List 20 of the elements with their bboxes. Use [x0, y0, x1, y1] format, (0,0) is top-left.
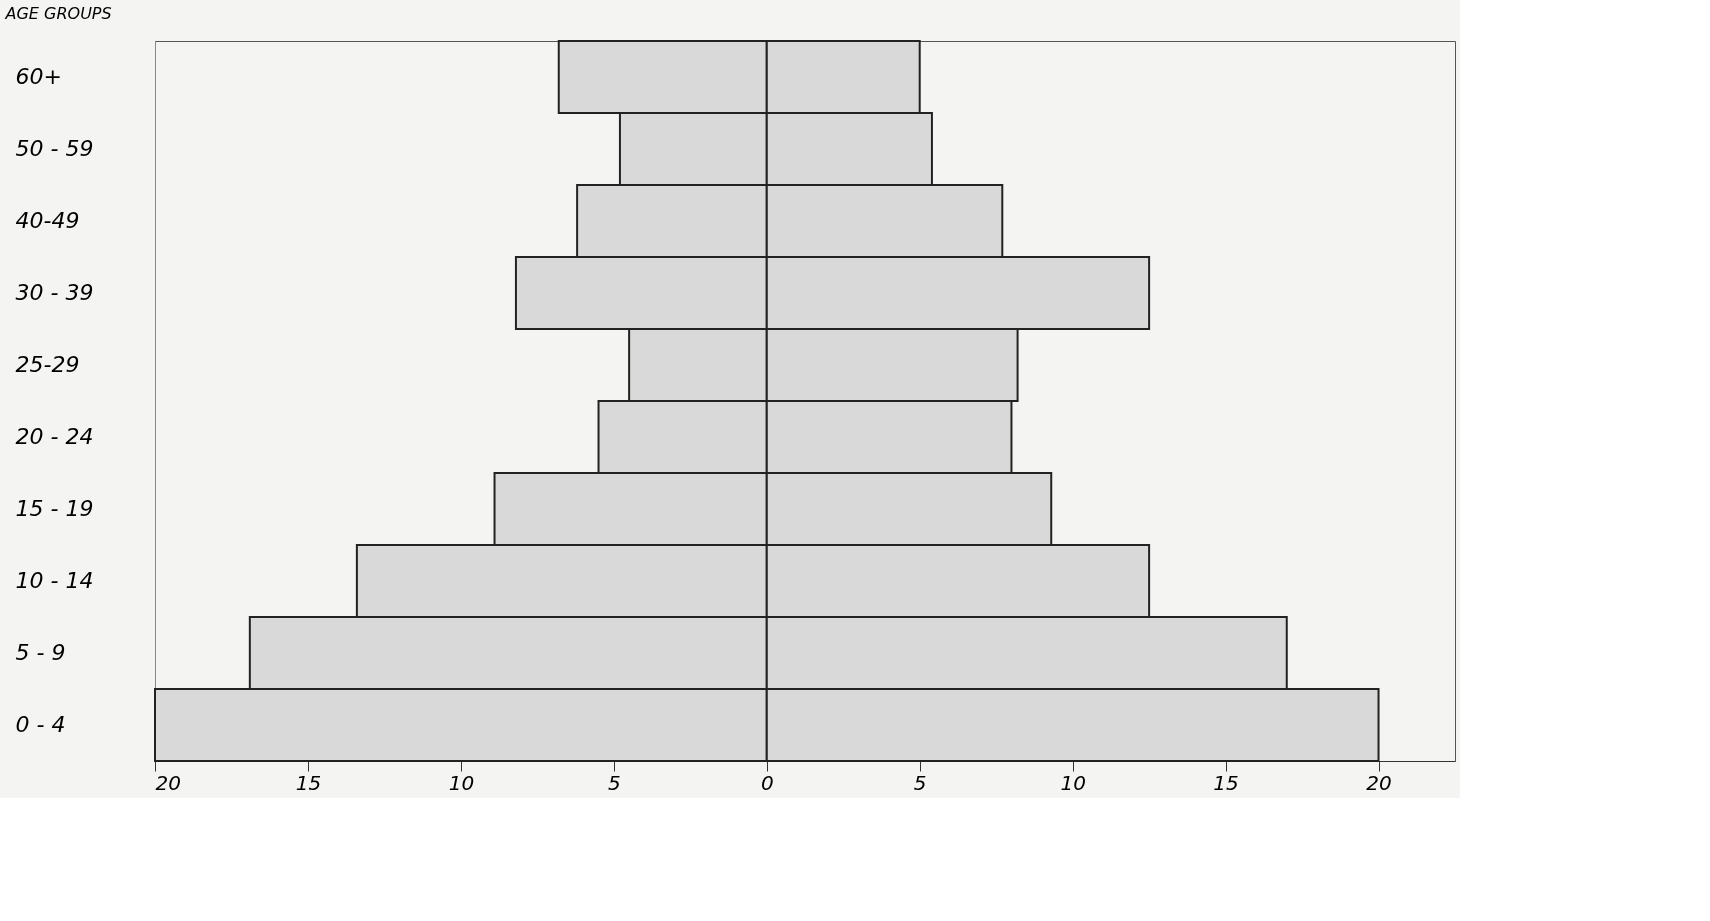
y-tick-label: 25-29	[15, 352, 80, 377]
y-tick-label: 30 - 39	[15, 280, 94, 305]
x-tick-label: 15	[1213, 770, 1239, 795]
y-tick-label: 60+	[15, 64, 62, 89]
x-tick-label: 5	[913, 770, 927, 795]
x-tick-label: 10	[1060, 770, 1086, 795]
y-tick-label: 10 - 14	[15, 568, 94, 593]
y-tick-label: 50 - 59	[15, 136, 94, 161]
x-tick-label: 15	[295, 770, 322, 795]
x-tick-label: 20	[1366, 770, 1392, 795]
y-axis-title: AGE GROUPS	[4, 3, 112, 23]
y-tick-label: 40-49	[15, 208, 80, 233]
x-tick-label: 10	[448, 770, 475, 795]
y-tick-label: 20 - 24	[15, 424, 94, 449]
y-tick-label: 15 - 19	[15, 496, 94, 521]
y-tick-label: 5 - 9	[15, 640, 66, 665]
x-tick-label: 0	[760, 770, 774, 795]
x-tick-label: 20	[155, 770, 181, 795]
y-tick-label: 0 - 4	[15, 712, 66, 737]
x-tick-label: 5	[607, 770, 621, 795]
